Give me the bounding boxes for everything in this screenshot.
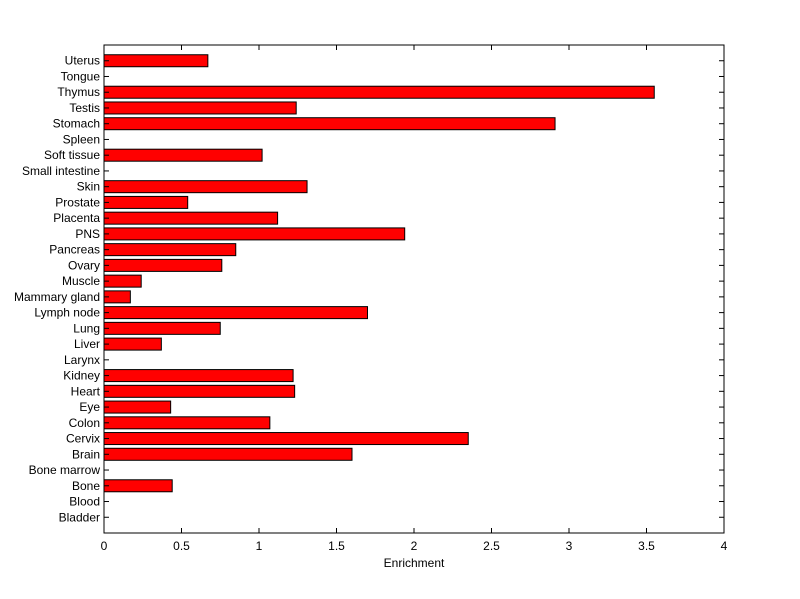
bar-liver bbox=[103, 337, 162, 351]
y-tick-label: Pancreas bbox=[49, 243, 100, 257]
y-tick-label: Bladder bbox=[59, 510, 100, 524]
bar-colon bbox=[103, 416, 271, 430]
y-tick-label: Small intestine bbox=[22, 164, 100, 178]
bar-eye bbox=[103, 400, 172, 414]
y-tick-label: Cervix bbox=[66, 432, 100, 446]
bar-stomach bbox=[103, 117, 556, 131]
x-tick-label: 4 bbox=[721, 539, 728, 553]
y-tick-label: Brain bbox=[72, 447, 100, 461]
y-tick-label: Bone bbox=[72, 479, 100, 493]
y-tick-label: Ovary bbox=[68, 258, 100, 272]
y-tick-label: Soft tissue bbox=[44, 148, 100, 162]
y-tick-label: Uterus bbox=[65, 54, 100, 68]
y-tick-label: Placenta bbox=[53, 211, 100, 225]
y-tick-label: Tongue bbox=[61, 69, 101, 83]
x-tick-label: 3 bbox=[566, 539, 573, 553]
x-tick-label: 1 bbox=[256, 539, 263, 553]
y-tick-label: Blood bbox=[69, 495, 100, 509]
bar-testis bbox=[103, 101, 297, 115]
bar-bone bbox=[103, 479, 173, 493]
y-tick-label: Larynx bbox=[64, 353, 100, 367]
y-tick-label: Liver bbox=[74, 337, 100, 351]
x-axis: 0 0.5 1 1.5 2 2.5 3 3.5 4 bbox=[101, 45, 728, 553]
bar-muscle bbox=[103, 274, 142, 288]
x-tick-label: 1.5 bbox=[328, 539, 345, 553]
x-tick-label: 0 bbox=[101, 539, 108, 553]
bar-lymph-node bbox=[103, 306, 368, 320]
bar-pns bbox=[103, 227, 406, 241]
y-tick-label: Lung bbox=[73, 321, 100, 335]
y-tick-label: Spleen bbox=[63, 132, 100, 146]
bar-cervix bbox=[103, 432, 469, 446]
y-tick-label: Bone marrow bbox=[29, 463, 101, 477]
y-tick-label: Heart bbox=[71, 384, 101, 398]
bar-uterus bbox=[103, 54, 209, 68]
bar-placenta bbox=[103, 211, 279, 225]
x-axis-label: Enrichment bbox=[384, 556, 445, 570]
bars-group bbox=[103, 54, 655, 493]
y-tick-label: Kidney bbox=[63, 369, 100, 383]
y-tick-label: Thymus bbox=[57, 85, 100, 99]
y-tick-label: Eye bbox=[79, 400, 100, 414]
bar-ovary bbox=[103, 258, 223, 272]
y-tick-label: Muscle bbox=[62, 274, 100, 288]
bar-prostate bbox=[103, 195, 189, 209]
x-tick-label: 2.5 bbox=[483, 539, 500, 553]
y-tick-label: Stomach bbox=[53, 117, 100, 131]
bar-brain bbox=[103, 447, 353, 461]
bar-heart bbox=[103, 384, 296, 398]
y-tick-label: PNS bbox=[75, 227, 100, 241]
bar-skin bbox=[103, 180, 308, 194]
x-tick-label: 2 bbox=[411, 539, 418, 553]
y-tick-label: Lymph node bbox=[34, 306, 100, 320]
bar-kidney bbox=[103, 369, 294, 383]
y-tick-label: Colon bbox=[69, 416, 100, 430]
y-tick-label: Testis bbox=[69, 101, 100, 115]
x-tick-label: 3.5 bbox=[638, 539, 655, 553]
bar-thymus bbox=[103, 85, 655, 99]
bar-lung bbox=[103, 321, 221, 335]
y-tick-label: Mammary gland bbox=[14, 290, 100, 304]
y-tick-label: Prostate bbox=[55, 195, 100, 209]
bar-pancreas bbox=[103, 243, 237, 257]
x-tick-label: 0.5 bbox=[173, 539, 190, 553]
bar-soft-tissue bbox=[103, 148, 263, 162]
y-tick-label: Skin bbox=[77, 180, 100, 194]
